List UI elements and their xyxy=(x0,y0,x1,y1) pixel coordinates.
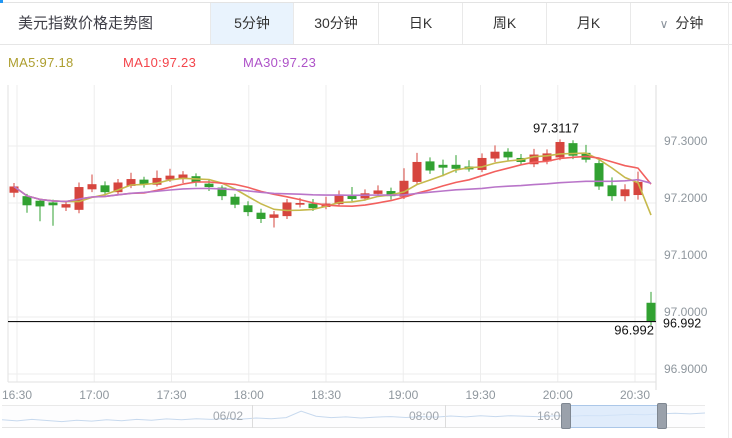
text-cursor-artifact xyxy=(0,0,3,4)
svg-text:20:00: 20:00 xyxy=(543,388,573,402)
candle xyxy=(503,148,513,161)
candle xyxy=(100,181,110,196)
candle xyxy=(243,201,253,217)
svg-text:97.3000: 97.3000 xyxy=(664,134,708,148)
current-price-axis-label: 96.992 xyxy=(663,317,701,331)
svg-text:96.9000: 96.9000 xyxy=(664,362,708,376)
candle xyxy=(646,291,656,325)
ma5-label: MA5:97.18 xyxy=(8,55,74,70)
candle xyxy=(438,159,448,177)
chevron-down-icon: ∨ xyxy=(659,17,669,31)
candle xyxy=(555,139,565,161)
candle xyxy=(61,201,71,211)
navigator-tick xyxy=(445,405,446,428)
navigator-track[interactable] xyxy=(2,405,705,428)
candle xyxy=(386,187,396,200)
peak-price-annotation: 97.3117 xyxy=(533,120,579,135)
tab-minute-dropdown[interactable]: ∨ 分钟 xyxy=(630,3,732,44)
candle xyxy=(48,199,58,226)
svg-text:18:00: 18:00 xyxy=(234,388,264,402)
navigator-handle-left[interactable] xyxy=(561,403,571,429)
ma10-label: MA10:97.23 xyxy=(123,55,197,70)
candle xyxy=(425,157,435,174)
svg-text:17:30: 17:30 xyxy=(156,388,186,402)
tab-5min[interactable]: 5分钟 xyxy=(210,3,293,44)
candle xyxy=(412,152,422,185)
ma30-label: MA30:97.23 xyxy=(243,55,317,70)
candle xyxy=(256,208,266,223)
ma30-line xyxy=(13,178,652,203)
tab-weekly-k[interactable]: 周K xyxy=(462,3,546,44)
dropdown-label: 分钟 xyxy=(675,15,704,31)
tab-30min[interactable]: 30分钟 xyxy=(293,3,378,44)
candle xyxy=(620,184,630,202)
candle xyxy=(347,187,357,202)
horizontal-gridlines xyxy=(8,145,656,375)
candle xyxy=(230,193,240,209)
page-title: 美元指数价格走势图 xyxy=(18,15,154,32)
svg-text:20:30: 20:30 xyxy=(620,388,650,402)
svg-text:18:30: 18:30 xyxy=(311,388,341,402)
svg-text:19:30: 19:30 xyxy=(465,388,495,402)
candle xyxy=(139,176,149,188)
vertical-gridlines xyxy=(16,85,636,382)
svg-text:19:00: 19:00 xyxy=(388,388,418,402)
svg-text:97.2000: 97.2000 xyxy=(664,191,708,205)
candle xyxy=(87,174,97,193)
candle xyxy=(9,183,19,198)
candle xyxy=(334,190,344,207)
candlestick-chart: 96.992 97.3000 97.2000 97.1000 97.0000 96.900… xyxy=(2,85,708,402)
plot-border xyxy=(7,85,657,390)
candle xyxy=(282,199,292,219)
price-axis-labels: 97.3000 97.2000 97.1000 97.0000 96.9000 xyxy=(664,134,708,376)
candle xyxy=(217,185,227,201)
svg-text:17:00: 17:00 xyxy=(79,388,109,402)
candle xyxy=(594,160,604,190)
header-bar: 美元指数价格走势图 5分钟 30分钟 日K 周K 月K ∨ 分钟 xyxy=(0,3,732,45)
candlestick-series xyxy=(9,139,656,325)
candle xyxy=(477,153,487,173)
navigator-handle-right[interactable] xyxy=(657,403,667,429)
candle xyxy=(399,168,409,200)
widget-border-right xyxy=(728,2,729,438)
navigator-tick xyxy=(252,405,253,428)
candle xyxy=(35,198,45,222)
navigator-label: 16:00 xyxy=(536,409,568,423)
svg-text:97.0000: 97.0000 xyxy=(664,305,708,319)
candle xyxy=(490,145,500,162)
time-axis-labels: 16:30 17:00 17:30 18:00 18:30 19:00 19:30 20:00… xyxy=(2,388,650,402)
svg-text:97.1000: 97.1000 xyxy=(664,248,708,262)
navigator-label: 08:00 xyxy=(408,409,440,423)
svg-text:16:30: 16:30 xyxy=(2,388,32,402)
candle xyxy=(113,179,123,195)
navigator-selection[interactable] xyxy=(561,405,667,428)
tab-daily-k[interactable]: 日K xyxy=(378,3,462,44)
tab-monthly-k[interactable]: 月K xyxy=(546,3,630,44)
ma5-line xyxy=(13,152,652,216)
candle xyxy=(178,171,188,184)
navigator-label: 06/02 xyxy=(212,409,244,423)
candle xyxy=(529,148,539,168)
widget-border-top xyxy=(0,2,732,3)
current-price-label: 96.992 xyxy=(614,323,654,338)
candle xyxy=(633,171,643,200)
candle xyxy=(269,210,279,228)
candle xyxy=(22,193,32,213)
candle xyxy=(568,140,578,160)
